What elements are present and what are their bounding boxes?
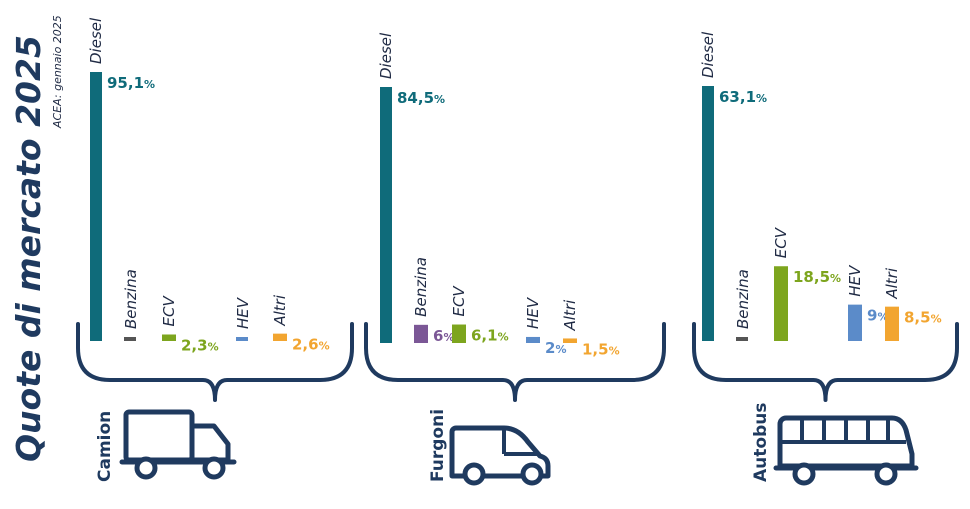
category-label-diesel: Diesel xyxy=(377,32,395,79)
value-label-altri: 1,5% xyxy=(582,340,620,358)
bar-furgoni-diesel xyxy=(380,87,392,343)
bar-camion-hev xyxy=(236,337,248,341)
group-label-furgoni: Furgoni xyxy=(428,409,448,482)
category-label-diesel: Diesel xyxy=(87,17,105,64)
value-label-ecv: 6,1% xyxy=(471,327,509,345)
van-icon xyxy=(449,425,551,486)
value-label-ecv: 2,3% xyxy=(181,336,219,354)
source-label: ACEA: gennaio 2025 xyxy=(51,15,64,129)
bar-autobus-diesel xyxy=(702,86,714,341)
value-label-diesel: 63,1% xyxy=(719,88,767,106)
value-label-hev: 9% xyxy=(867,307,888,325)
group-label-camion: Camion xyxy=(95,411,115,482)
bar-camion-diesel xyxy=(90,72,102,341)
value-label-benzina: 6% xyxy=(433,327,454,345)
category-label-ecv: ECV xyxy=(160,295,178,327)
value-label-diesel: 95,1% xyxy=(107,74,155,92)
category-label-ecv: ECV xyxy=(772,226,790,258)
bar-autobus-ecv xyxy=(774,266,788,341)
bar-furgoni-ecv xyxy=(452,324,466,343)
bar-autobus-altri xyxy=(885,306,899,341)
category-label-altri: Altri xyxy=(271,294,289,326)
category-label-altri: Altri xyxy=(883,267,901,299)
category-label-hev: HEV xyxy=(234,296,252,329)
category-label-benzina: Benzina xyxy=(734,269,752,329)
bar-autobus-benzina xyxy=(736,337,748,341)
bar-camion-benzina xyxy=(124,337,136,341)
bar-furgoni-hev xyxy=(526,336,540,343)
bus-icon xyxy=(773,415,919,486)
bar-autobus-hev xyxy=(848,304,862,341)
bar-furgoni-benzina xyxy=(414,324,428,343)
value-label-ecv: 18,5% xyxy=(793,268,841,286)
category-label-benzina: Benzina xyxy=(122,269,140,329)
category-label-hev: HEV xyxy=(524,296,542,329)
group-brace xyxy=(364,322,666,402)
value-label-diesel: 84,5% xyxy=(397,89,445,107)
category-label-ecv: ECV xyxy=(450,285,468,317)
bar-furgoni-altri xyxy=(563,338,577,343)
bar-camion-altri xyxy=(273,333,287,341)
value-label-altri: 2,6% xyxy=(292,336,330,354)
truck-icon xyxy=(119,409,237,480)
value-label-altri: 8,5% xyxy=(904,309,942,327)
category-label-altri: Altri xyxy=(561,299,579,331)
value-label-hev: 2% xyxy=(545,339,566,357)
category-label-benzina: Benzina xyxy=(412,257,430,317)
group-label-autobus: Autobus xyxy=(751,403,771,482)
group-brace xyxy=(76,322,354,402)
chart-title: Quote di mercato 2025 xyxy=(9,35,48,462)
group-brace xyxy=(692,322,959,402)
category-label-diesel: Diesel xyxy=(699,31,717,78)
category-label-hev: HEV xyxy=(846,264,864,297)
bar-camion-ecv xyxy=(162,334,176,341)
